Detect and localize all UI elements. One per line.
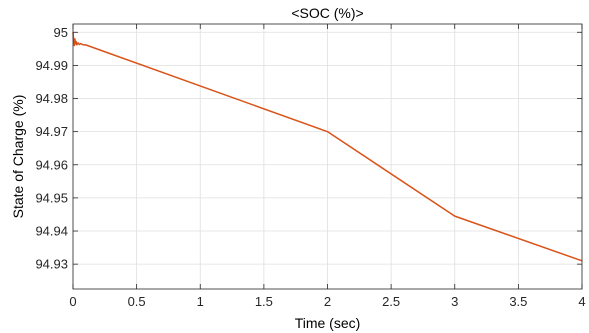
x-tick-label: 3 <box>451 294 458 309</box>
y-tick-label: 94.96 <box>35 157 68 172</box>
x-tick-label: 1.5 <box>255 294 273 309</box>
y-tick-label: 94.98 <box>35 91 68 106</box>
y-tick-label: 94.93 <box>35 257 68 272</box>
x-tick-label: 0.5 <box>128 294 146 309</box>
series-layer <box>72 32 583 262</box>
grid <box>72 24 583 289</box>
y-tick-label: 94.94 <box>35 224 68 239</box>
x-tick-label: 3.5 <box>509 294 527 309</box>
tick-marks <box>72 24 583 289</box>
y-tick-label: 95 <box>54 25 68 40</box>
soc-series-line <box>72 32 583 262</box>
y-tick-label: 94.97 <box>35 124 68 139</box>
x-axis-title: Time (sec) <box>295 315 361 331</box>
chart-title: <SOC (%)> <box>291 5 363 21</box>
x-tick-label: 2 <box>324 294 331 309</box>
x-tick-label: 4 <box>578 294 585 309</box>
y-axis-title: State of Charge (%) <box>10 95 26 219</box>
x-tick-label: 2.5 <box>382 294 400 309</box>
y-tick-labels: 94.93 94.94 94.95 94.96 94.97 94.98 94.99 95 <box>35 25 68 272</box>
y-tick-label: 94.95 <box>35 190 68 205</box>
x-tick-label: 1 <box>197 294 204 309</box>
y-tick-label: 94.99 <box>35 58 68 73</box>
x-tick-label: 0 <box>69 294 76 309</box>
x-tick-labels: 0 0.5 1 1.5 2 2.5 3 3.5 4 <box>69 294 585 309</box>
